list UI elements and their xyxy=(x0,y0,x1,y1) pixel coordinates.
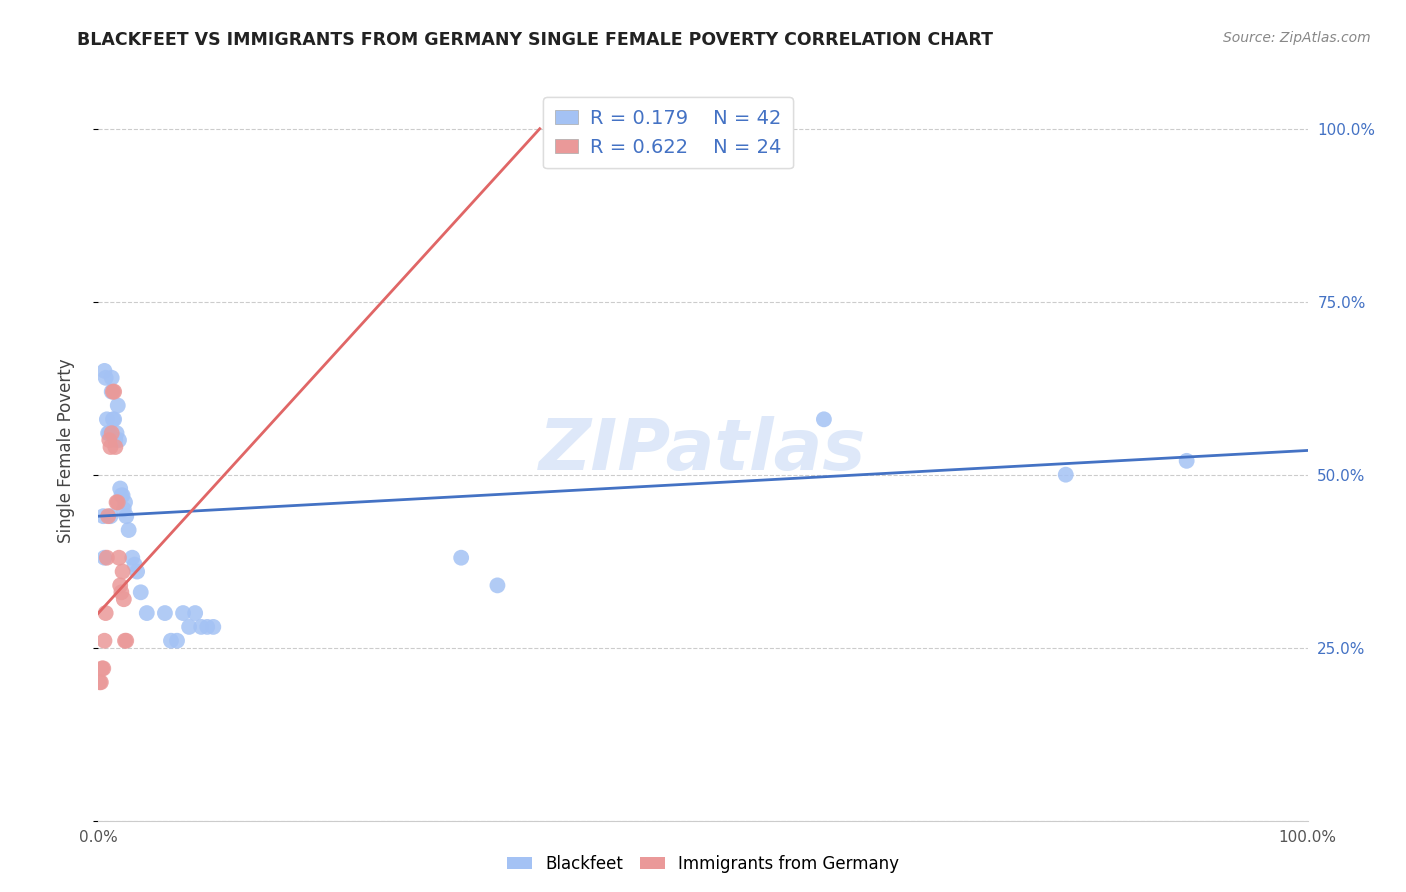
Point xyxy=(114,495,136,509)
Point xyxy=(100,371,122,385)
Text: BLACKFEET VS IMMIGRANTS FROM GERMANY SINGLE FEMALE POVERTY CORRELATION CHART: BLACKFEET VS IMMIGRANTS FROM GERMANY SIN… xyxy=(77,31,993,49)
Point xyxy=(107,495,129,509)
Point xyxy=(202,620,225,634)
Point xyxy=(114,633,136,648)
Point xyxy=(108,578,131,592)
Point xyxy=(486,578,509,592)
Point xyxy=(104,433,127,447)
Point xyxy=(96,412,118,426)
Legend: Blackfeet, Immigrants from Germany: Blackfeet, Immigrants from Germany xyxy=(501,848,905,880)
Point xyxy=(98,433,121,447)
Point xyxy=(124,558,146,572)
Point xyxy=(103,384,125,399)
Point xyxy=(91,509,114,524)
Point xyxy=(153,606,176,620)
Point xyxy=(94,371,117,385)
Point xyxy=(91,661,114,675)
Point xyxy=(166,633,188,648)
Point xyxy=(813,412,835,426)
Point xyxy=(96,550,118,565)
Point xyxy=(101,412,124,426)
Point xyxy=(100,426,122,441)
Point xyxy=(91,661,114,675)
Point xyxy=(100,384,122,399)
Point xyxy=(450,550,472,565)
Point xyxy=(101,384,124,399)
Point xyxy=(127,565,149,579)
Point xyxy=(100,440,122,454)
Legend: R = 0.179    N = 42, R = 0.622    N = 24: R = 0.179 N = 42, R = 0.622 N = 24 xyxy=(544,97,793,169)
Point xyxy=(195,620,218,634)
Point xyxy=(108,482,131,496)
Point xyxy=(111,565,134,579)
Point xyxy=(103,412,125,426)
Point xyxy=(121,550,143,565)
Text: Source: ZipAtlas.com: Source: ZipAtlas.com xyxy=(1223,31,1371,45)
Point xyxy=(110,488,132,502)
Point xyxy=(97,509,120,524)
Point xyxy=(98,426,121,441)
Point xyxy=(89,675,111,690)
Point xyxy=(93,550,115,565)
Point xyxy=(118,523,141,537)
Point xyxy=(1175,454,1198,468)
Point xyxy=(172,606,194,620)
Point xyxy=(105,426,128,441)
Point xyxy=(112,592,135,607)
Point xyxy=(108,550,131,565)
Point xyxy=(112,502,135,516)
Point xyxy=(105,495,128,509)
Point xyxy=(115,633,138,648)
Point xyxy=(111,488,134,502)
Point xyxy=(108,433,131,447)
Point xyxy=(135,606,157,620)
Point xyxy=(115,509,138,524)
Point xyxy=(692,121,714,136)
Point xyxy=(107,399,129,413)
Text: ZIPatlas: ZIPatlas xyxy=(540,416,866,485)
Point xyxy=(93,364,115,378)
Point xyxy=(190,620,212,634)
Point xyxy=(93,633,115,648)
Point xyxy=(94,606,117,620)
Point xyxy=(97,426,120,441)
Point xyxy=(160,633,183,648)
Point xyxy=(100,509,122,524)
Point xyxy=(110,585,132,599)
Point xyxy=(90,675,112,690)
Y-axis label: Single Female Poverty: Single Female Poverty xyxy=(56,359,75,542)
Point xyxy=(1054,467,1077,482)
Point xyxy=(129,585,152,599)
Point xyxy=(179,620,201,634)
Point xyxy=(184,606,207,620)
Point xyxy=(104,440,127,454)
